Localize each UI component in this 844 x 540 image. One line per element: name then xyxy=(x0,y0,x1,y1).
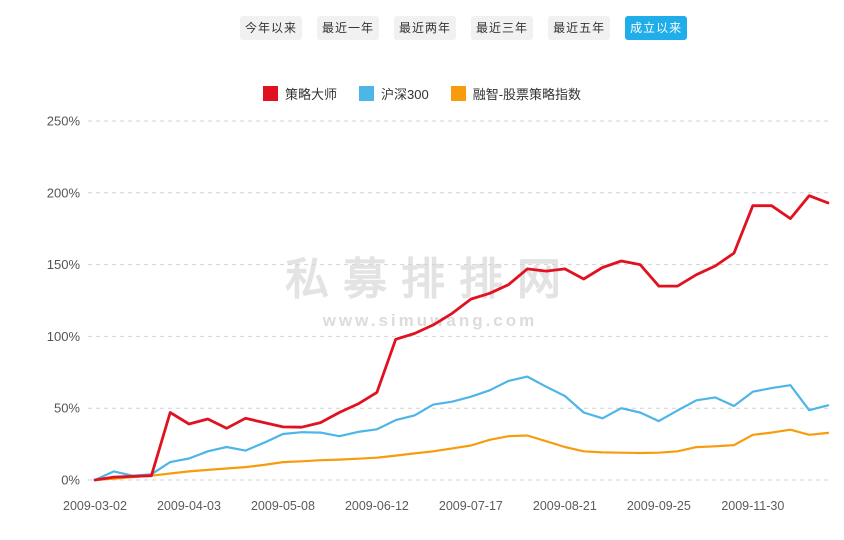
legend-swatch-blue xyxy=(358,86,374,101)
x-tick-label: 2009-07-17 xyxy=(439,499,503,513)
legend-item-hs300[interactable]: 沪深300 xyxy=(358,84,429,103)
y-tick-label: 200% xyxy=(47,185,81,200)
legend-label: 融智-股票策略指数 xyxy=(472,87,582,102)
period-tabs: 今年以来 最近一年 最近两年 最近三年 最近五年 成立以来 xyxy=(240,16,688,40)
series-line-2[interactable] xyxy=(93,428,830,482)
x-tick-label: 2009-05-08 xyxy=(251,499,315,513)
legend-label: 策略大师 xyxy=(284,87,337,102)
x-tick-label: 2009-03-02 xyxy=(63,499,127,513)
y-tick-label: 0% xyxy=(61,473,80,488)
series-line-1[interactable] xyxy=(93,375,830,482)
tab-last-2-years[interactable]: 最近两年 xyxy=(394,16,457,40)
y-tick-label: 250% xyxy=(47,114,81,129)
legend-item-stock-strategy-index[interactable]: 融智-股票策略指数 xyxy=(450,84,582,103)
legend-swatch-orange xyxy=(450,86,466,101)
legend-swatch-red xyxy=(262,86,278,101)
x-tick-label: 2009-06-12 xyxy=(345,499,409,513)
tab-last-3-years[interactable]: 最近三年 xyxy=(471,16,534,40)
series-line-0[interactable] xyxy=(93,194,830,482)
tab-last-5-years[interactable]: 最近五年 xyxy=(548,16,611,40)
legend-item-strategy-master[interactable]: 策略大师 xyxy=(262,84,337,103)
tab-last-1-year[interactable]: 最近一年 xyxy=(317,16,380,40)
x-tick-label: 2009-08-21 xyxy=(533,499,597,513)
y-tick-label: 100% xyxy=(47,329,81,344)
x-tick-label: 2009-04-03 xyxy=(157,499,221,513)
tab-this-year[interactable]: 今年以来 xyxy=(240,16,303,40)
tab-since-inception[interactable]: 成立以来 xyxy=(625,16,688,40)
chart-legend: 策略大师 沪深300 融智-股票策略指数 xyxy=(0,84,844,103)
x-tick-label: 2009-11-30 xyxy=(721,499,784,513)
x-tick-label: 2009-09-25 xyxy=(627,499,691,513)
watermark-url-text: www.simuwang.com xyxy=(322,311,538,331)
y-tick-label: 50% xyxy=(54,401,80,416)
y-tick-label: 150% xyxy=(47,257,81,272)
legend-label: 沪深300 xyxy=(380,87,429,102)
